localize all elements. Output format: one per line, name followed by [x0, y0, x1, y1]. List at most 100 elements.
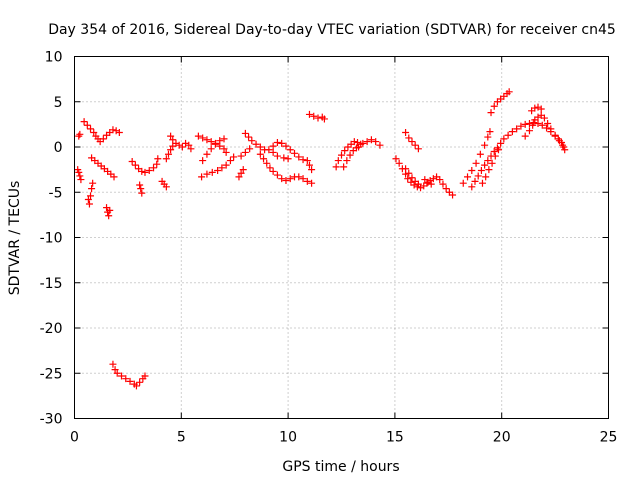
data-point — [468, 183, 476, 191]
data-point — [372, 138, 380, 146]
y-tick-label: 5 — [54, 95, 63, 111]
data-point — [138, 189, 146, 197]
series-s36 — [551, 131, 568, 151]
series-s29 — [421, 176, 435, 188]
data-point — [89, 179, 97, 187]
data-point — [477, 167, 485, 175]
x-tick-label: 10 — [279, 430, 297, 446]
data-point — [76, 172, 84, 180]
data-point — [493, 144, 501, 152]
data-point — [85, 200, 93, 208]
data-point — [554, 135, 562, 143]
data-point — [178, 143, 186, 151]
data-point — [558, 138, 566, 146]
data-point — [246, 145, 254, 153]
data-point — [278, 175, 286, 183]
series-s17 — [237, 145, 254, 160]
data-point — [405, 169, 413, 177]
data-point — [308, 166, 316, 174]
x-axis-tick-labels: 0 5 10 15 20 25 — [70, 430, 617, 446]
data-point — [113, 369, 121, 377]
data-point — [464, 173, 472, 181]
data-point — [404, 175, 412, 183]
data-point — [439, 180, 447, 188]
data-point — [248, 137, 256, 145]
data-point — [490, 148, 498, 156]
series-s25 — [355, 136, 384, 151]
data-point — [332, 163, 340, 171]
data-point — [537, 105, 545, 113]
data-point — [207, 138, 215, 146]
data-point — [436, 176, 444, 184]
data-point — [263, 159, 271, 167]
data-point — [405, 134, 413, 142]
data-point — [88, 185, 96, 193]
data-point — [265, 146, 273, 154]
data-point — [411, 141, 419, 149]
data-point — [218, 164, 226, 172]
series-s12 — [167, 132, 177, 144]
series-s32 — [478, 146, 502, 187]
series-s14 — [198, 153, 238, 181]
y-tick-label: -15 — [40, 276, 63, 292]
data-point — [414, 145, 422, 153]
data-point — [485, 166, 493, 174]
data-point — [303, 177, 311, 185]
series-s20 — [269, 148, 292, 163]
data-point — [376, 141, 384, 149]
data-point — [167, 132, 175, 140]
data-point — [214, 167, 222, 175]
data-point — [484, 157, 492, 165]
data-point — [199, 134, 207, 142]
data-point — [230, 153, 238, 161]
data-point — [222, 148, 230, 156]
series-s27 — [402, 165, 422, 188]
data-point — [295, 153, 303, 161]
data-point — [237, 152, 245, 160]
data-point — [280, 154, 288, 162]
data-point — [392, 155, 400, 163]
data-point — [478, 179, 486, 187]
data-point — [513, 125, 521, 133]
data-point — [508, 128, 516, 136]
data-point — [538, 121, 546, 129]
data-point — [169, 136, 177, 144]
data-point — [547, 125, 555, 133]
data-point — [299, 156, 307, 164]
data-point — [162, 183, 170, 191]
grid — [74, 56, 609, 419]
data-point — [220, 145, 228, 153]
data-point — [106, 206, 114, 214]
y-tick-label: 10 — [45, 50, 63, 66]
data-point — [207, 145, 215, 153]
data-point — [136, 181, 144, 189]
data-point — [284, 155, 292, 163]
data-point — [471, 177, 479, 185]
data-point — [216, 137, 224, 145]
data-point — [305, 110, 313, 118]
data-point — [185, 141, 193, 149]
data-point — [491, 152, 499, 160]
series-s5 — [88, 154, 118, 181]
data-point — [504, 131, 512, 139]
x-tick-label: 0 — [70, 430, 79, 446]
data-point — [220, 135, 228, 143]
data-point — [154, 155, 162, 163]
data-point — [286, 146, 294, 154]
series-s3 — [80, 118, 123, 146]
data-point — [75, 132, 83, 140]
data-point — [136, 378, 144, 386]
data-point — [543, 124, 551, 132]
data-point — [414, 180, 422, 188]
data-point — [442, 185, 450, 193]
x-tick-label: 15 — [386, 430, 404, 446]
data-point — [474, 172, 482, 180]
data-point — [126, 377, 134, 385]
data-point — [153, 160, 161, 168]
series-s8 — [128, 155, 162, 176]
data-point — [80, 118, 88, 126]
data-point — [534, 119, 542, 127]
data-point — [481, 141, 489, 149]
data-point — [235, 173, 243, 181]
